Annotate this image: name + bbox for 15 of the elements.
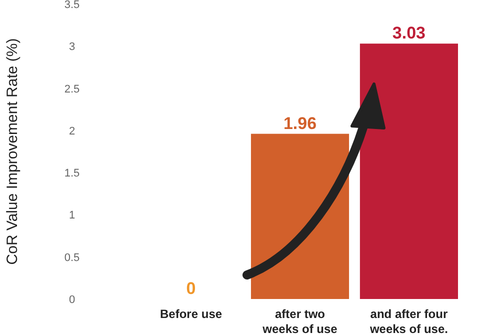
y-tick-label: 0 xyxy=(68,294,76,306)
y-tick-label: 2.5 xyxy=(64,83,80,96)
y-tick-label: 1 xyxy=(68,210,76,222)
y-tick-label: 3.5 xyxy=(64,0,80,11)
y-tick-label: 2 xyxy=(68,125,76,138)
y-tick-label: 1.5 xyxy=(64,168,80,180)
y-axis-title: CoR Value Improvement Rate (%) xyxy=(4,38,21,265)
x-tick-label: after two weeks of use xyxy=(262,307,338,335)
data-label: 1.96 xyxy=(283,114,317,133)
y-tick-label: 0.5 xyxy=(64,252,80,264)
x-tick-label: and after four weeks of use. xyxy=(368,307,448,335)
x-tick-label: Before use xyxy=(160,307,222,321)
y-tick-label: 3 xyxy=(68,41,76,54)
data-label: 3.03 xyxy=(392,24,426,43)
data-label: 0 xyxy=(186,279,196,298)
